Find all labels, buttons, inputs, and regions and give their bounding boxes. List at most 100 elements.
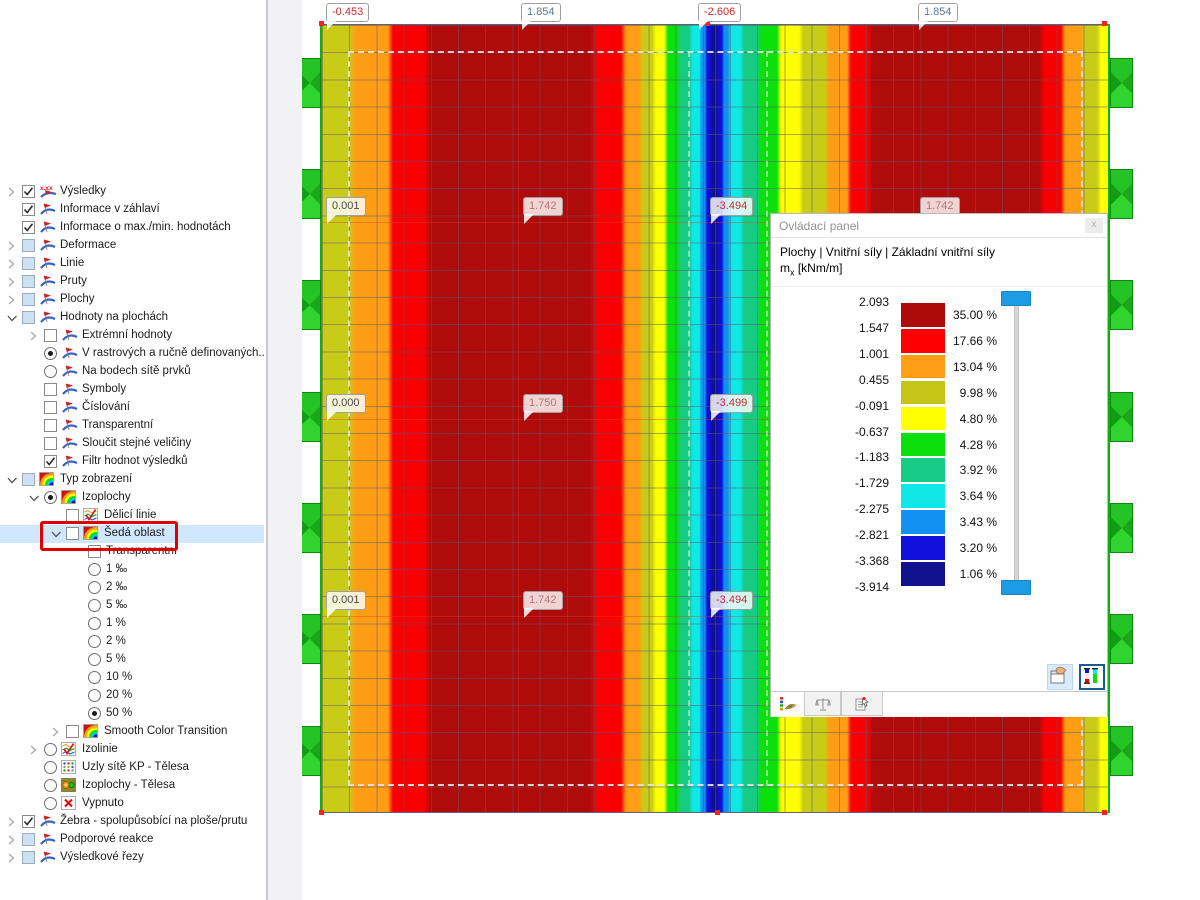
nav-item-izolinie[interactable]: Izolinie	[0, 741, 264, 759]
nav-item-izoplochy-t-lesa[interactable]: Izoplochy - Tělesa	[0, 777, 264, 795]
nav-item-label[interactable]: Hodnoty na plochách	[60, 311, 169, 323]
nav-item-v-sledkov-ezy[interactable]: Výsledkové řezy	[0, 849, 264, 867]
nav-item-hodnoty-na-ploch-ch[interactable]: Hodnoty na plochách	[0, 309, 264, 327]
nav-item-2[interactable]: 2 %	[0, 633, 264, 651]
nav-item-50[interactable]: 50 %	[0, 705, 264, 723]
nav-item-d-lic-linie[interactable]: Dělicí linie	[0, 507, 264, 525]
nav-item-slou-it-stejn-veli-iny[interactable]: Sloučit stejné veličiny	[0, 435, 264, 453]
checkbox-empty[interactable]	[44, 437, 57, 450]
nav-item-label[interactable]: Dělicí linie	[104, 509, 157, 521]
nav-item-symboly[interactable]: Symboly	[0, 381, 264, 399]
checkbox-checked[interactable]	[22, 815, 35, 828]
nav-item-deformace[interactable]: Deformace	[0, 237, 264, 255]
nav-item-label[interactable]: Filtr hodnot výsledků	[82, 455, 188, 467]
legend-range-track[interactable]	[1014, 304, 1019, 588]
nav-item-label[interactable]: 2 ‰	[106, 581, 128, 593]
radio-unselected[interactable]	[88, 671, 101, 684]
chevron-right-icon[interactable]	[6, 258, 18, 270]
nav-item-linie[interactable]: Linie	[0, 255, 264, 273]
nav-item-label[interactable]: Výsledky	[60, 185, 107, 197]
legend-range-handle-bottom[interactable]	[1001, 580, 1031, 595]
nav-item-podporov-reakce[interactable]: Podporové reakce	[0, 831, 264, 849]
nav-item-2[interactable]: 2 ‰	[0, 579, 264, 597]
chevron-right-icon[interactable]	[6, 276, 18, 288]
tab-color-scale[interactable]	[771, 692, 804, 716]
checkbox-checked[interactable]	[22, 185, 35, 198]
nav-item-label[interactable]: Podporové reakce	[60, 833, 154, 845]
nav-item-label[interactable]: Plochy	[60, 293, 95, 305]
nav-item-label[interactable]: 1 ‰	[106, 563, 128, 575]
checkbox-partial[interactable]	[22, 311, 35, 324]
checkbox-empty[interactable]	[66, 509, 79, 522]
checkbox-empty[interactable]	[44, 329, 57, 342]
nav-item-vypnuto[interactable]: Vypnuto	[0, 795, 264, 813]
chevron-down-icon[interactable]	[6, 474, 18, 486]
radio-selected[interactable]	[44, 491, 57, 504]
chevron-right-icon[interactable]	[50, 726, 62, 738]
nav-item-1[interactable]: 1 %	[0, 615, 264, 633]
nav-item-izoplochy[interactable]: Izoplochy	[0, 489, 264, 507]
radio-unselected[interactable]	[44, 761, 57, 774]
nav-item-label[interactable]: Sloučit stejné veličiny	[82, 437, 192, 449]
nav-item-label[interactable]: Žebra - spolupůsobící na ploše/prutu	[60, 815, 248, 827]
chevron-down-icon[interactable]	[50, 528, 62, 540]
nav-item-20[interactable]: 20 %	[0, 687, 264, 705]
nav-item-smooth-color-transition[interactable]: Smooth Color Transition	[0, 723, 264, 741]
checkbox-partial[interactable]	[22, 239, 35, 252]
color-scale-settings-button[interactable]	[1079, 664, 1105, 690]
radio-unselected[interactable]	[88, 581, 101, 594]
nav-item-10[interactable]: 10 %	[0, 669, 264, 687]
radio-unselected[interactable]	[88, 563, 101, 576]
chevron-down-icon[interactable]	[28, 492, 40, 504]
nav-item-label[interactable]: Linie	[60, 257, 85, 269]
nav-item-plochy[interactable]: Plochy	[0, 291, 264, 309]
nav-item-na-bodech-s-t-prvk[interactable]: Na bodech sítě prvků	[0, 363, 264, 381]
radio-unselected[interactable]	[88, 617, 101, 630]
checkbox-empty[interactable]	[44, 419, 57, 432]
nav-item-v-sledky[interactable]: x.xx Výsledky	[0, 183, 264, 201]
nav-item-filtr-hodnot-v-sledk[interactable]: Filtr hodnot výsledků	[0, 453, 264, 471]
nav-item-extr-mn-hodnoty[interactable]: Extrémní hodnoty	[0, 327, 264, 345]
nav-item-informace-o-max-min-hodnot-ch[interactable]: Informace o max./min. hodnotách	[0, 219, 264, 237]
chevron-right-icon[interactable]	[6, 240, 18, 252]
chevron-right-icon[interactable]	[6, 834, 18, 846]
checkbox-empty[interactable]	[88, 545, 101, 558]
nav-item-ebra-spolup-sob-c-na-plo-e-prutu[interactable]: Žebra - spolupůsobící na ploše/prutu	[0, 813, 264, 831]
radio-unselected[interactable]	[88, 689, 101, 702]
close-icon[interactable]: x	[1085, 218, 1103, 233]
nav-item-typ-zobrazen[interactable]: Typ zobrazení	[0, 471, 264, 489]
checkbox-partial[interactable]	[22, 833, 35, 846]
nav-item-label[interactable]: Informace v záhlaví	[60, 203, 160, 215]
radio-selected[interactable]	[88, 707, 101, 720]
radio-unselected[interactable]	[44, 743, 57, 756]
chevron-right-icon[interactable]	[28, 330, 40, 342]
nav-item-label[interactable]: Izolinie	[82, 743, 118, 755]
radio-selected[interactable]	[44, 347, 57, 360]
nav-item-label[interactable]: Deformace	[60, 239, 117, 251]
tab-filter[interactable]	[841, 692, 883, 716]
chevron-right-icon[interactable]	[6, 294, 18, 306]
checkbox-empty[interactable]	[66, 725, 79, 738]
checkbox-empty[interactable]	[66, 527, 79, 540]
nav-item-label[interactable]: 10 %	[106, 671, 133, 683]
nav-item-label[interactable]: Informace o max./min. hodnotách	[60, 221, 231, 233]
nav-item-label[interactable]: Transparentní	[82, 419, 154, 431]
checkbox-partial[interactable]	[22, 275, 35, 288]
chevron-right-icon[interactable]	[28, 744, 40, 756]
nav-item-label[interactable]: 5 %	[106, 653, 126, 665]
nav-item-label[interactable]: Extrémní hodnoty	[82, 329, 173, 341]
radio-unselected[interactable]	[88, 653, 101, 666]
radio-unselected[interactable]	[44, 365, 57, 378]
tab-factors[interactable]	[804, 692, 841, 716]
nav-item-label[interactable]: Na bodech sítě prvků	[82, 365, 191, 377]
radio-unselected[interactable]	[88, 635, 101, 648]
nav-item-label[interactable]: Smooth Color Transition	[104, 725, 228, 737]
nav-item-label[interactable]: V rastrových a ručně definovaných..	[82, 347, 265, 359]
nav-item-informace-v-z-hlav[interactable]: Informace v záhlaví	[0, 201, 264, 219]
chevron-right-icon[interactable]	[6, 852, 18, 864]
checkbox-checked[interactable]	[44, 455, 57, 468]
nav-item-label[interactable]: 2 %	[106, 635, 126, 647]
checkbox-empty[interactable]	[44, 383, 57, 396]
nav-item-transparentn[interactable]: Transparentní	[0, 417, 264, 435]
checkbox-partial[interactable]	[22, 293, 35, 306]
